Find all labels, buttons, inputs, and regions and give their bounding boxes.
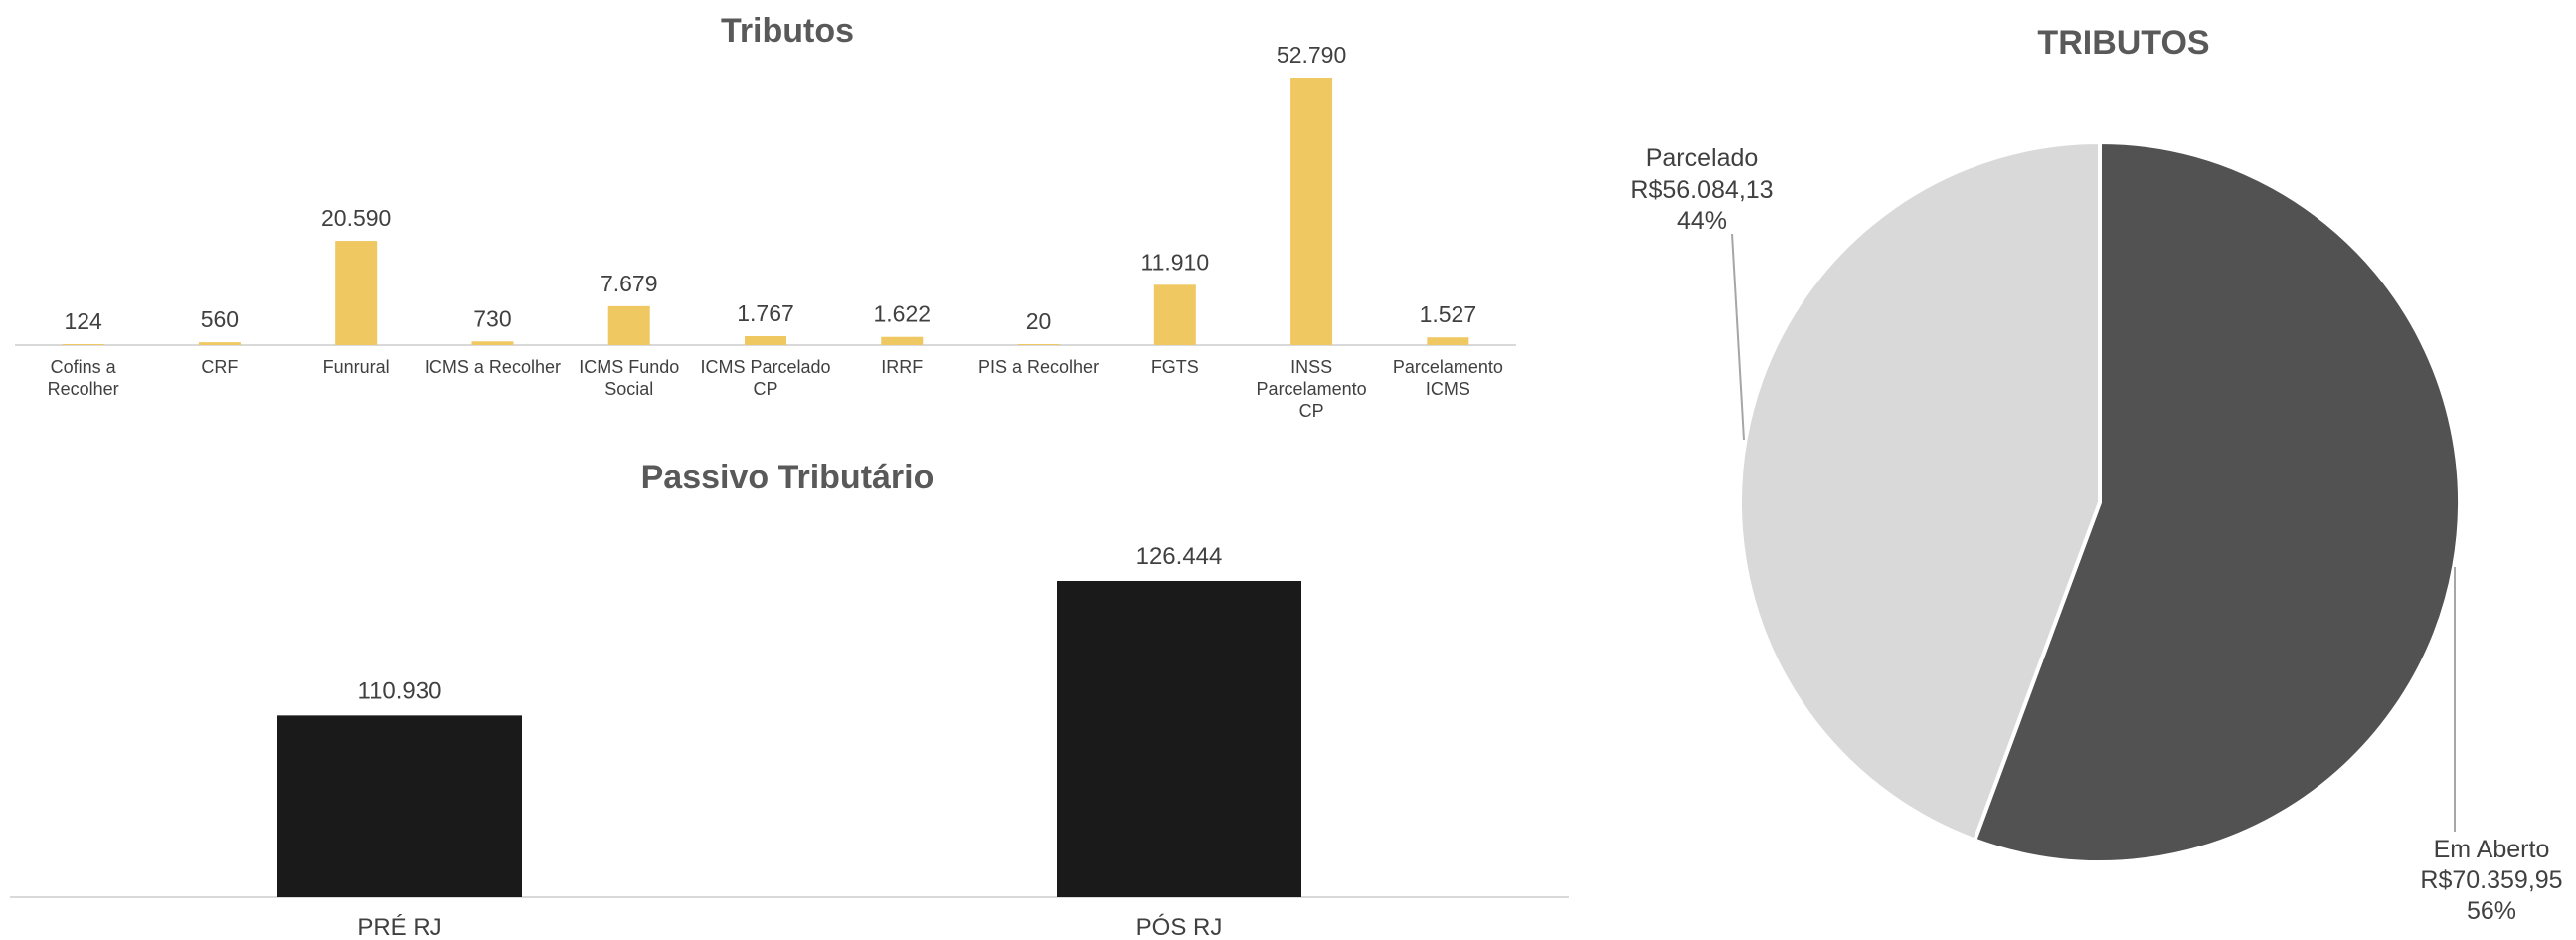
pie-chart-title: TRIBUTOS <box>2037 24 2209 62</box>
data-label-pis-a-recolher: 20 <box>1026 308 1052 334</box>
bar-pos-rj <box>1057 581 1301 897</box>
tick-label-pos-rj: PÓS RJ <box>1136 914 1223 940</box>
pie-percent-parcelado: 44% <box>1677 207 1727 235</box>
pie-slice-em-aberto <box>1972 139 2463 864</box>
tick-label-icms-a-recolher: ICMS a Recolher <box>425 357 561 377</box>
leader-line-parcelado <box>1731 233 1745 441</box>
tick-label-funrural: Funrural <box>323 357 390 377</box>
passivo-bar-chart: Passivo Tributário 110.930 PRÉ RJ 126.444 P… <box>10 459 1569 940</box>
tick-label-fgts: FGTS <box>1151 357 1199 377</box>
data-label-inss-parcelamento-cp: 52.790 <box>1277 42 1346 68</box>
data-label-icms-a-recolher: 730 <box>473 305 511 331</box>
data-label-cofins-a-recolher: 124 <box>64 308 102 334</box>
pie-value-parcelado: R$56.084,13 <box>1631 176 1773 204</box>
pie-slice-parcelado <box>1738 139 2102 844</box>
tick-label-icms-parcelado-cp: ICMS Parcelado CP <box>700 357 830 399</box>
tick-label-inss-parcelamento-cp: INSS Parcelamento CP <box>1257 357 1367 421</box>
tick-label-icms-fundo-social: ICMS Fundo Social <box>579 357 679 399</box>
data-label-icms-fundo-social: 7.679 <box>601 271 658 296</box>
tick-label-pis-a-recolher: PIS a Recolher <box>978 357 1099 377</box>
data-label-fgts: 11.910 <box>1140 249 1209 275</box>
bar-pis-a-recolher <box>1017 344 1060 345</box>
bar-icms-a-recolher <box>471 341 514 345</box>
pie-percent-em-aberto: 56% <box>2467 897 2516 925</box>
tick-label-cofins-a-recolher: Cofins a Recolher <box>48 357 119 399</box>
data-label-parcelamento-icms: 1.527 <box>1420 301 1477 327</box>
data-label-pre-rj: 110.930 <box>358 677 442 704</box>
bar-icms-fundo-social <box>607 305 650 345</box>
tributos-bar-chart: Tributos 124 Cofins a Recolher 560 CRF 20.590… <box>15 12 1516 421</box>
pie-label-em-aberto: Em Aberto <box>2434 836 2550 863</box>
bar-pre-rj <box>277 715 522 897</box>
pie-label-parcelado: Parcelado <box>1646 144 1759 172</box>
tick-label-irrf: IRRF <box>881 357 923 377</box>
tributos-chart-title: Tributos <box>721 12 854 50</box>
bar-funrural <box>335 241 378 345</box>
bar-crf <box>198 342 241 345</box>
pie-value-em-aberto: R$70.359,95 <box>2420 866 2562 894</box>
bar-inss-parcelamento-cp <box>1290 78 1333 345</box>
passivo-chart-title: Passivo Tributário <box>641 459 935 496</box>
tick-label-parcelamento-icms: Parcelamento ICMS <box>1393 357 1503 399</box>
bar-fgts <box>1153 284 1196 345</box>
bar-cofins-a-recolher <box>62 344 104 345</box>
data-label-irrf: 1.622 <box>873 301 931 327</box>
data-label-funrural: 20.590 <box>321 205 391 231</box>
tick-label-crf: CRF <box>201 357 238 377</box>
data-label-crf: 560 <box>201 306 239 332</box>
bar-icms-parcelado-cp <box>745 335 786 345</box>
tick-label-pre-rj: PRÉ RJ <box>357 914 441 940</box>
data-label-pos-rj: 126.444 <box>1136 543 1223 570</box>
bar-irrf <box>881 336 924 345</box>
bar-parcelamento-icms <box>1427 337 1469 345</box>
tributos-pie-chart: TRIBUTOS Em Aberto R$70.359,95 56% Parcelad… <box>1631 24 2562 925</box>
data-label-icms-parcelado-cp: 1.767 <box>737 300 794 326</box>
